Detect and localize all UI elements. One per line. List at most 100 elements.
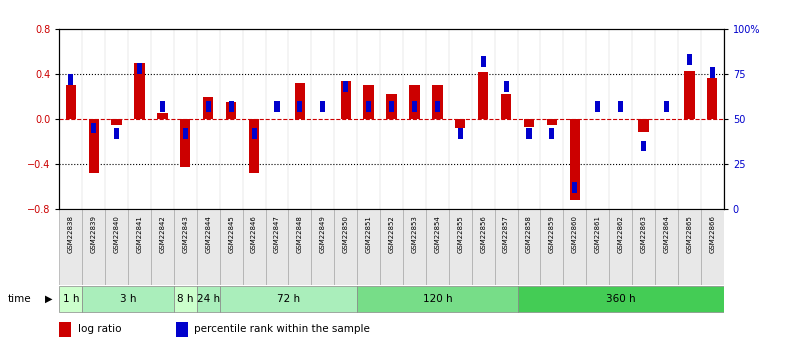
- FancyBboxPatch shape: [517, 286, 724, 313]
- Bar: [274, 101, 279, 112]
- Text: GSM22860: GSM22860: [572, 215, 578, 253]
- FancyBboxPatch shape: [540, 209, 563, 285]
- Text: GSM22846: GSM22846: [251, 215, 257, 253]
- Text: GSM22865: GSM22865: [687, 215, 692, 253]
- FancyBboxPatch shape: [151, 209, 174, 285]
- Text: GSM22853: GSM22853: [411, 215, 418, 253]
- FancyBboxPatch shape: [358, 209, 380, 285]
- Bar: [134, 63, 145, 119]
- Text: GSM22848: GSM22848: [297, 215, 303, 253]
- Bar: [320, 101, 325, 112]
- Bar: [114, 128, 119, 139]
- Bar: [573, 182, 577, 193]
- FancyBboxPatch shape: [335, 209, 358, 285]
- Bar: [157, 114, 168, 119]
- Bar: [527, 128, 532, 139]
- Text: GSM22839: GSM22839: [91, 215, 97, 253]
- Bar: [252, 128, 256, 139]
- Text: 1 h: 1 h: [62, 294, 79, 304]
- Bar: [226, 102, 237, 119]
- Text: GSM22838: GSM22838: [68, 215, 74, 253]
- Bar: [341, 81, 351, 119]
- FancyBboxPatch shape: [197, 209, 220, 285]
- FancyBboxPatch shape: [59, 209, 82, 285]
- Text: GSM22854: GSM22854: [434, 215, 441, 253]
- Bar: [89, 119, 99, 173]
- FancyBboxPatch shape: [380, 209, 403, 285]
- Bar: [366, 101, 371, 112]
- Text: ▶: ▶: [45, 294, 52, 304]
- Bar: [458, 128, 463, 139]
- FancyBboxPatch shape: [701, 209, 724, 285]
- Text: GSM22864: GSM22864: [664, 215, 669, 253]
- Bar: [684, 71, 694, 119]
- Bar: [412, 101, 417, 112]
- Bar: [710, 67, 715, 78]
- Bar: [180, 119, 191, 167]
- Text: 3 h: 3 h: [119, 294, 136, 304]
- Bar: [504, 81, 509, 92]
- FancyBboxPatch shape: [426, 209, 448, 285]
- Bar: [295, 83, 305, 119]
- Bar: [550, 128, 554, 139]
- Text: GSM22852: GSM22852: [388, 215, 395, 253]
- FancyBboxPatch shape: [220, 286, 358, 313]
- Text: time: time: [8, 294, 32, 304]
- Bar: [524, 119, 534, 127]
- FancyBboxPatch shape: [174, 209, 197, 285]
- Bar: [160, 101, 165, 112]
- FancyBboxPatch shape: [586, 209, 609, 285]
- FancyBboxPatch shape: [289, 209, 312, 285]
- Bar: [638, 119, 649, 132]
- FancyBboxPatch shape: [220, 209, 243, 285]
- Text: 120 h: 120 h: [422, 294, 452, 304]
- Text: GSM22841: GSM22841: [137, 215, 142, 253]
- FancyBboxPatch shape: [448, 209, 471, 285]
- Bar: [664, 101, 669, 112]
- FancyBboxPatch shape: [403, 209, 426, 285]
- Bar: [59, 322, 71, 337]
- Text: log ratio: log ratio: [78, 325, 122, 334]
- Text: GSM22842: GSM22842: [160, 215, 165, 253]
- Text: GSM22856: GSM22856: [480, 215, 486, 253]
- Bar: [137, 63, 142, 74]
- Text: GSM22861: GSM22861: [595, 215, 600, 253]
- Bar: [687, 55, 692, 65]
- Text: 72 h: 72 h: [277, 294, 300, 304]
- FancyBboxPatch shape: [82, 286, 174, 313]
- Bar: [364, 85, 374, 119]
- Text: GSM22849: GSM22849: [320, 215, 326, 253]
- Bar: [570, 119, 580, 200]
- Bar: [596, 101, 600, 112]
- FancyBboxPatch shape: [82, 209, 105, 285]
- FancyBboxPatch shape: [312, 209, 335, 285]
- Text: GSM22863: GSM22863: [641, 215, 646, 253]
- FancyBboxPatch shape: [105, 209, 128, 285]
- FancyBboxPatch shape: [609, 209, 632, 285]
- FancyBboxPatch shape: [563, 209, 586, 285]
- Text: GSM22845: GSM22845: [228, 215, 234, 253]
- FancyBboxPatch shape: [471, 209, 494, 285]
- Bar: [206, 101, 210, 112]
- Bar: [707, 78, 717, 119]
- Text: GSM22851: GSM22851: [365, 215, 372, 253]
- Bar: [176, 322, 187, 337]
- Text: GSM22858: GSM22858: [526, 215, 532, 253]
- Bar: [91, 122, 97, 134]
- Text: GSM22847: GSM22847: [274, 215, 280, 253]
- FancyBboxPatch shape: [494, 209, 517, 285]
- Text: GSM22850: GSM22850: [343, 215, 349, 253]
- Bar: [478, 72, 488, 119]
- FancyBboxPatch shape: [59, 286, 82, 313]
- Bar: [183, 128, 187, 139]
- Bar: [409, 85, 419, 119]
- Text: 24 h: 24 h: [197, 294, 220, 304]
- Bar: [68, 74, 74, 85]
- FancyBboxPatch shape: [174, 286, 197, 313]
- Bar: [343, 81, 348, 92]
- Text: percentile rank within the sample: percentile rank within the sample: [195, 325, 370, 334]
- Bar: [249, 119, 259, 173]
- Bar: [641, 140, 646, 151]
- Bar: [435, 101, 440, 112]
- Bar: [547, 119, 557, 125]
